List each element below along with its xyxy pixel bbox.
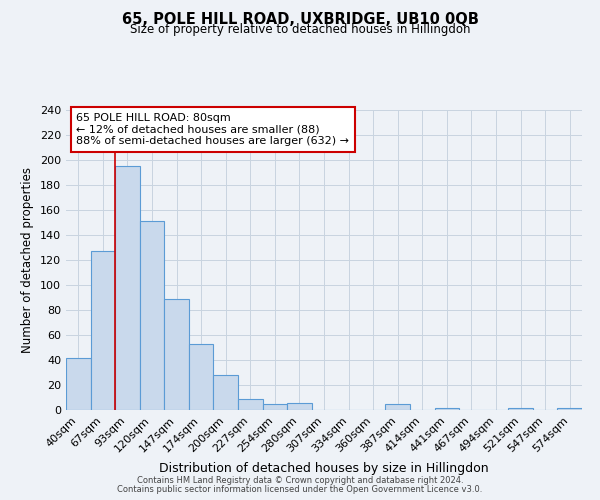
Text: Contains HM Land Registry data © Crown copyright and database right 2024.: Contains HM Land Registry data © Crown c… — [137, 476, 463, 485]
Bar — [385, 404, 410, 410]
Bar — [557, 408, 582, 410]
Bar — [287, 402, 312, 410]
Bar — [115, 166, 140, 410]
X-axis label: Distribution of detached houses by size in Hillingdon: Distribution of detached houses by size … — [159, 462, 489, 475]
Text: 65, POLE HILL ROAD, UXBRIDGE, UB10 0QB: 65, POLE HILL ROAD, UXBRIDGE, UB10 0QB — [122, 12, 478, 28]
Bar — [66, 358, 91, 410]
Bar — [164, 298, 189, 410]
Bar — [238, 399, 263, 410]
Bar — [434, 408, 459, 410]
Bar — [189, 344, 214, 410]
Y-axis label: Number of detached properties: Number of detached properties — [22, 167, 34, 353]
Text: Size of property relative to detached houses in Hillingdon: Size of property relative to detached ho… — [130, 22, 470, 36]
Text: 65 POLE HILL ROAD: 80sqm
← 12% of detached houses are smaller (88)
88% of semi-d: 65 POLE HILL ROAD: 80sqm ← 12% of detach… — [76, 113, 349, 146]
Bar — [263, 404, 287, 410]
Text: Contains public sector information licensed under the Open Government Licence v3: Contains public sector information licen… — [118, 485, 482, 494]
Bar — [508, 408, 533, 410]
Bar — [214, 375, 238, 410]
Bar — [140, 221, 164, 410]
Bar — [91, 251, 115, 410]
